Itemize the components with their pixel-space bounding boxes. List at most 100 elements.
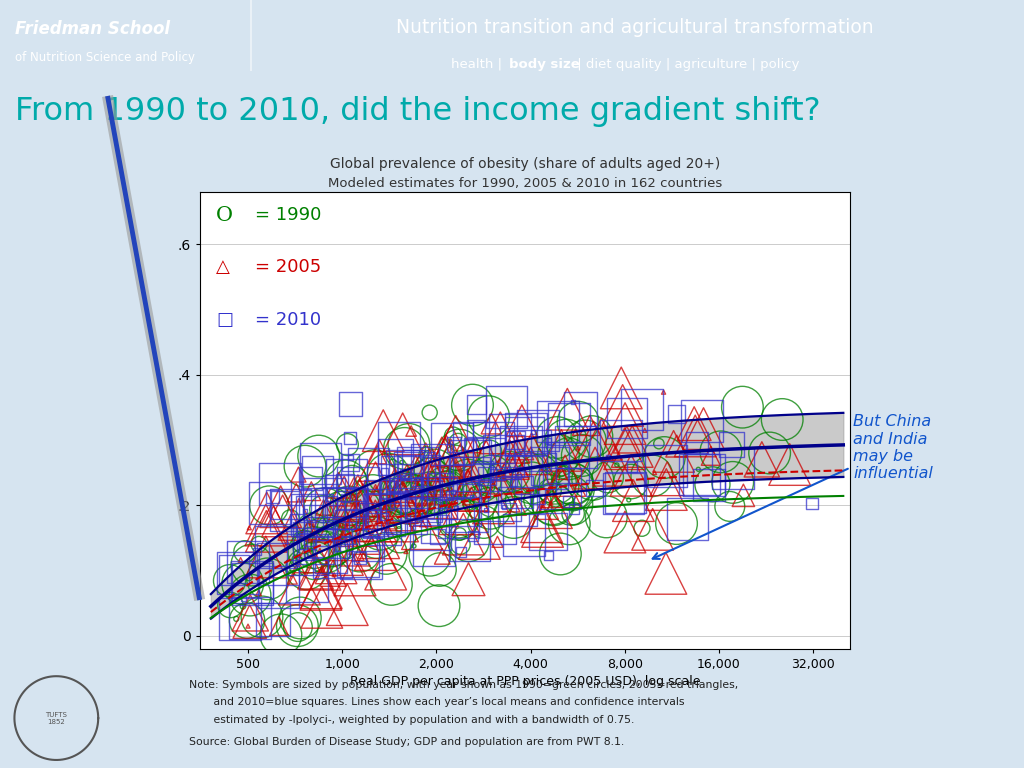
Point bbox=[462, 534, 478, 546]
Point bbox=[350, 489, 367, 502]
Point bbox=[298, 563, 314, 575]
Point bbox=[475, 516, 492, 528]
Point bbox=[485, 491, 502, 503]
Point bbox=[452, 508, 468, 520]
Point bbox=[338, 490, 354, 502]
Text: △: △ bbox=[216, 258, 229, 276]
Point bbox=[342, 398, 358, 410]
Point bbox=[397, 487, 414, 499]
Point bbox=[265, 509, 282, 521]
Point bbox=[468, 422, 484, 435]
Point bbox=[335, 485, 351, 498]
Point bbox=[225, 564, 242, 576]
Point bbox=[254, 611, 270, 623]
Point bbox=[545, 498, 561, 511]
Point bbox=[404, 489, 421, 502]
Point bbox=[616, 526, 633, 538]
Point bbox=[443, 468, 460, 480]
Point bbox=[557, 469, 573, 482]
Point bbox=[554, 466, 570, 478]
Point bbox=[407, 467, 423, 479]
Point bbox=[368, 491, 384, 503]
Point bbox=[270, 620, 287, 632]
Point bbox=[523, 477, 540, 489]
Point bbox=[431, 600, 447, 612]
Point bbox=[455, 528, 471, 540]
Point bbox=[535, 520, 551, 532]
Point bbox=[447, 430, 464, 442]
Point bbox=[371, 531, 387, 544]
Point bbox=[413, 509, 429, 521]
Point bbox=[463, 439, 479, 451]
Point bbox=[395, 497, 412, 509]
Point bbox=[659, 472, 676, 485]
Point bbox=[434, 550, 451, 562]
Point bbox=[367, 519, 383, 531]
Point bbox=[251, 538, 267, 551]
Point bbox=[754, 453, 770, 465]
Point bbox=[290, 468, 306, 481]
Point bbox=[553, 468, 569, 480]
Point bbox=[646, 466, 663, 478]
Point bbox=[347, 519, 364, 531]
Point bbox=[392, 531, 409, 543]
Point bbox=[522, 462, 539, 474]
Point bbox=[447, 502, 464, 514]
Point bbox=[372, 455, 388, 467]
Point bbox=[547, 477, 563, 489]
Point bbox=[391, 436, 408, 449]
Point bbox=[339, 598, 355, 611]
Point bbox=[240, 620, 256, 632]
Point bbox=[413, 495, 429, 507]
Point bbox=[616, 442, 633, 455]
Point bbox=[584, 430, 600, 442]
Point bbox=[465, 471, 481, 483]
Point bbox=[560, 456, 577, 468]
Point bbox=[552, 548, 568, 560]
Point bbox=[483, 418, 500, 430]
Point bbox=[598, 511, 614, 523]
Point bbox=[485, 497, 502, 509]
Point bbox=[560, 452, 577, 465]
Point bbox=[564, 478, 581, 490]
Point bbox=[261, 499, 278, 511]
Point bbox=[222, 599, 239, 611]
Point bbox=[315, 503, 332, 515]
Text: body size: body size bbox=[509, 58, 580, 71]
Point bbox=[336, 485, 352, 497]
Point bbox=[425, 468, 441, 481]
Point bbox=[550, 415, 566, 428]
Point bbox=[270, 581, 287, 593]
Text: But China
and India
may be
influential: But China and India may be influential bbox=[652, 414, 933, 559]
Point bbox=[356, 532, 373, 545]
Point bbox=[341, 499, 357, 511]
Point bbox=[626, 495, 642, 507]
Point bbox=[228, 613, 245, 625]
Point bbox=[464, 491, 480, 503]
Point bbox=[568, 441, 585, 453]
Point bbox=[438, 482, 455, 494]
Point bbox=[429, 501, 445, 513]
Point bbox=[512, 440, 528, 452]
Point bbox=[299, 535, 315, 547]
Point bbox=[515, 529, 531, 541]
Point bbox=[345, 523, 361, 535]
Point bbox=[268, 541, 285, 553]
Point bbox=[497, 501, 513, 513]
Text: estimated by -lpolyci-, weighted by population and with a bandwidth of 0.75.: estimated by -lpolyci-, weighted by popu… bbox=[189, 715, 635, 725]
Point bbox=[702, 450, 719, 462]
Point bbox=[723, 439, 739, 451]
Point bbox=[510, 500, 526, 512]
Point bbox=[259, 573, 275, 585]
Point bbox=[542, 460, 558, 472]
Point bbox=[436, 502, 453, 514]
Point bbox=[319, 515, 336, 527]
X-axis label: Real GDP per capita at PPP prices (2005 USD), log scale: Real GDP per capita at PPP prices (2005 … bbox=[349, 675, 700, 688]
Point bbox=[615, 487, 632, 499]
Point bbox=[569, 442, 586, 454]
Point bbox=[423, 486, 439, 498]
Point bbox=[407, 493, 423, 505]
Point bbox=[451, 511, 467, 524]
Point bbox=[424, 458, 440, 471]
Text: Note: Symbols are sized by population, with year shown as 1990=green circles, 20: Note: Symbols are sized by population, w… bbox=[189, 680, 738, 690]
